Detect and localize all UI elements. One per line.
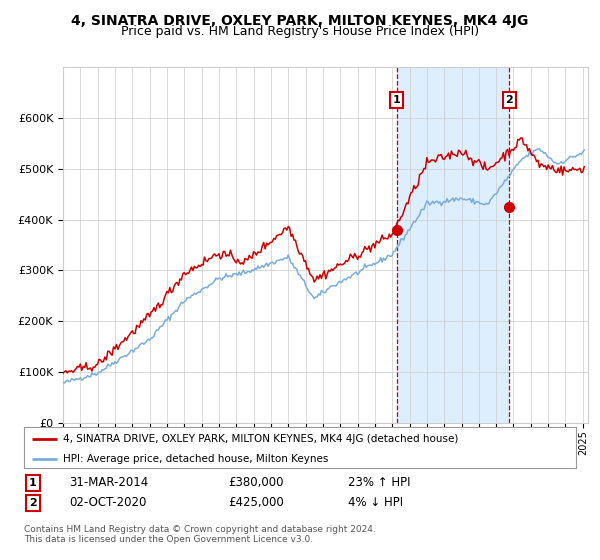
Text: 1: 1 (29, 478, 37, 488)
Bar (397, 67, 509, 423)
Text: 4, SINATRA DRIVE, OXLEY PARK, MILTON KEYNES, MK4 4JG (detached house): 4, SINATRA DRIVE, OXLEY PARK, MILTON KEY… (62, 433, 458, 444)
Text: Price paid vs. HM Land Registry's House Price Index (HPI): Price paid vs. HM Land Registry's House … (121, 25, 479, 38)
Text: Contains HM Land Registry data © Crown copyright and database right 2024.
This d: Contains HM Land Registry data © Crown c… (24, 525, 376, 544)
Text: 2: 2 (29, 498, 37, 508)
Text: 31-MAR-2014: 31-MAR-2014 (69, 476, 148, 489)
Text: HPI: Average price, detached house, Milton Keynes: HPI: Average price, detached house, Milt… (62, 454, 328, 464)
Text: £425,000: £425,000 (228, 496, 284, 510)
Text: 02-OCT-2020: 02-OCT-2020 (69, 496, 146, 510)
Text: 23% ↑ HPI: 23% ↑ HPI (348, 476, 410, 489)
Text: 4, SINATRA DRIVE, OXLEY PARK, MILTON KEYNES, MK4 4JG: 4, SINATRA DRIVE, OXLEY PARK, MILTON KEY… (71, 14, 529, 28)
Text: 4% ↓ HPI: 4% ↓ HPI (348, 496, 403, 510)
Text: 1: 1 (392, 95, 400, 105)
Text: 2: 2 (505, 95, 513, 105)
Text: £380,000: £380,000 (228, 476, 284, 489)
